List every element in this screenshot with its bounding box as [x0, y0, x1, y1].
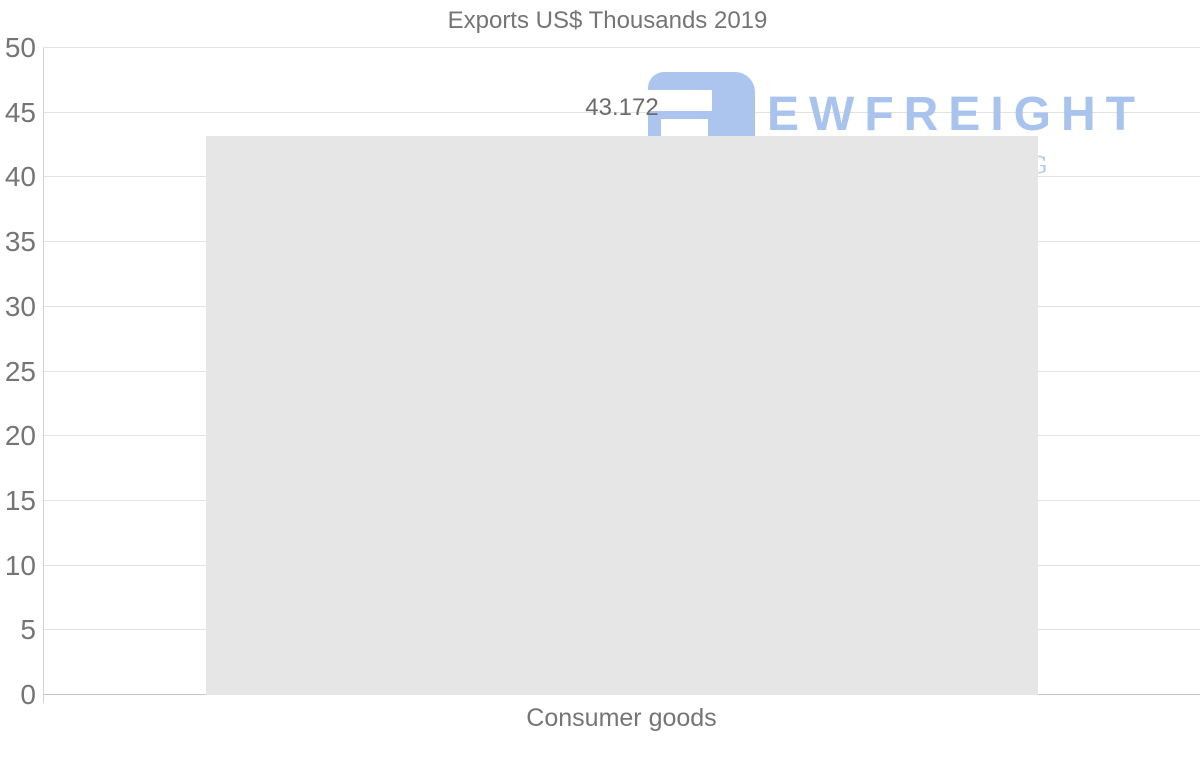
- y-axis-tick-label-0: 0: [20, 679, 36, 710]
- plot-area: EWFREIGHT G 43.172: [43, 47, 1200, 695]
- y-axis-tick-label-35: 35: [4, 226, 36, 258]
- bar-consumer-goods: [206, 136, 1038, 695]
- y-axis-tick-label-45: 45: [4, 96, 36, 128]
- logo-icon-notch: [661, 119, 708, 142]
- chart-title: Exports US$ Thousands 2019: [447, 7, 768, 34]
- x-axis-category-label: Consumer goods: [526, 704, 717, 732]
- y-axis-tick-label-15: 15: [4, 484, 36, 516]
- bar-value-label: 43.172: [585, 94, 659, 122]
- y-axis-tick-label-50: 50: [4, 32, 36, 63]
- watermark-logo-text: EWFREIGHT: [767, 88, 1145, 141]
- y-axis-tick-label-10: 10: [4, 549, 36, 581]
- logo-icon-slot: [648, 90, 712, 111]
- y-axis-tick-label-40: 40: [4, 161, 36, 193]
- y-axis-tick-label-20: 20: [4, 420, 36, 452]
- gridline-50: [43, 47, 1200, 48]
- gridline-45: [43, 111, 1200, 113]
- y-axis-line: [43, 48, 44, 703]
- y-axis-tick-label-5: 5: [20, 614, 36, 646]
- y-axis-labels: 0 5 10 15 20 25 30 35 40 45 50: [0, 33, 36, 710]
- y-axis-tick-label-30: 30: [4, 290, 36, 322]
- ewfreight-logo-icon: [648, 72, 755, 142]
- y-axis-tick-label-25: 25: [4, 355, 36, 387]
- watermark: EWFREIGHT G: [43, 48, 1200, 695]
